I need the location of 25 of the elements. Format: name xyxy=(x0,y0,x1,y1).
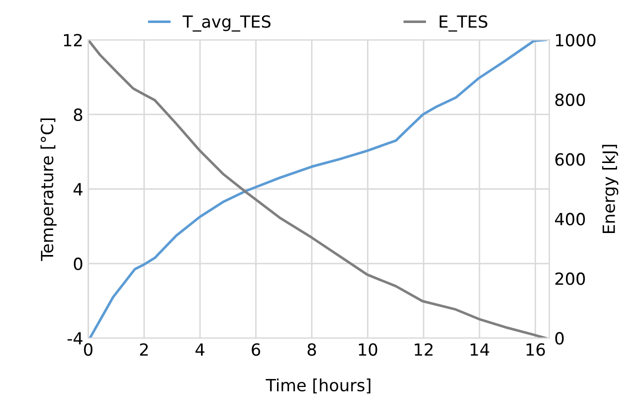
y2-tick-label: 400 xyxy=(555,212,585,226)
x-tick-label: 8 xyxy=(308,343,316,356)
x-axis-title: Time [hours] xyxy=(266,378,370,394)
x-tick-label: 0 xyxy=(84,343,92,356)
x-tick-label: 14 xyxy=(470,343,490,356)
x-tick-label: 6 xyxy=(252,343,260,356)
legend-label: T_avg_TES xyxy=(182,15,270,32)
y-axis-title: Temperature [°C] xyxy=(40,118,57,261)
y-tick-label: 0 xyxy=(74,258,82,270)
y2-tick-label: 1000 xyxy=(556,34,596,46)
y2-tick-label: 800 xyxy=(555,94,585,106)
y-tick-label: -4 xyxy=(68,332,82,344)
x-tick-label: 10 xyxy=(358,343,378,356)
legend-label: E_TES xyxy=(440,15,488,32)
x-tick-label: 12 xyxy=(414,343,433,356)
x-tick-label: 4 xyxy=(196,343,204,356)
y2-axis-title: Energy [kJ] xyxy=(602,144,618,233)
y2-tick-label: 0 xyxy=(555,332,564,345)
y-tick-label: 4 xyxy=(74,183,82,196)
y2-tick-label: 200 xyxy=(555,272,585,286)
y-tick-label: 8 xyxy=(74,108,82,122)
y-tick-label: 12 xyxy=(64,34,82,46)
x-tick-label: 2 xyxy=(140,343,148,356)
x-tick-label: 16 xyxy=(526,343,545,356)
y2-tick-label: 600 xyxy=(555,153,585,166)
